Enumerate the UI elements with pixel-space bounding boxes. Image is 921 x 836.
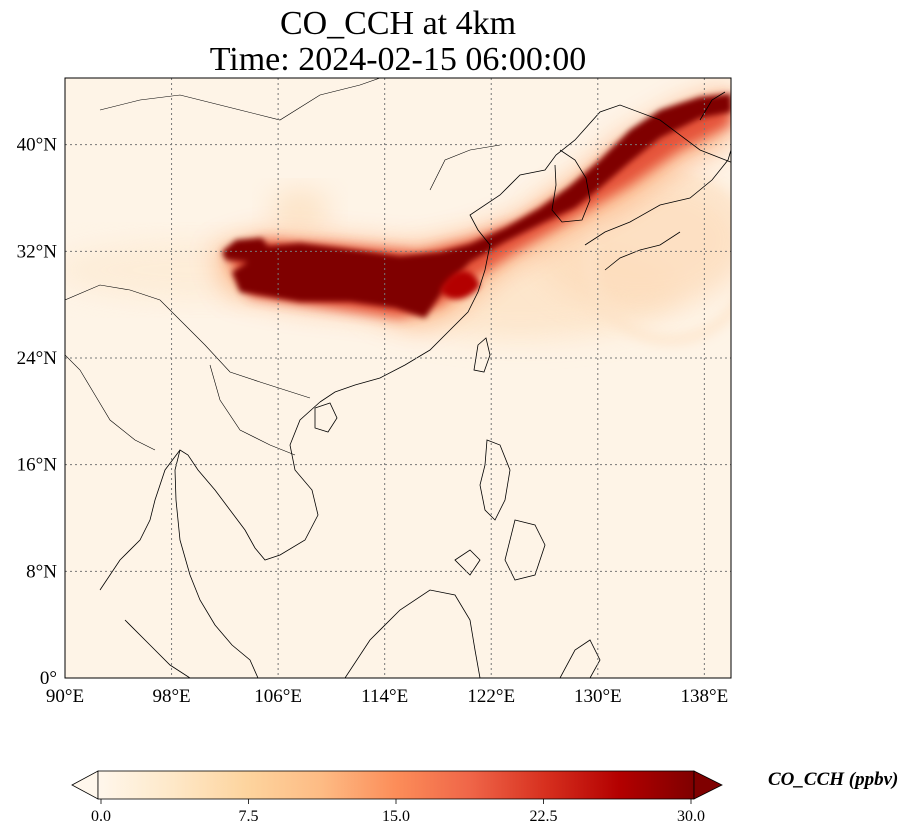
longitude-tick-label: 114°E — [361, 686, 408, 707]
latitude-tick-label: 16°N — [17, 455, 58, 476]
longitude-tick-label: 106°E — [254, 686, 302, 707]
latitude-tick-label: 8°N — [26, 561, 57, 582]
colorbar-tick-label: 0.0 — [91, 808, 111, 825]
concentration-field — [65, 78, 731, 678]
colorbar: 0.0 7.5 15.0 22.5 30.0 — [71, 770, 723, 825]
longitude-tick-label: 98°E — [152, 686, 190, 707]
latitude-tick-label: 24°N — [17, 348, 58, 369]
latitude-labels: 0° 8°N 16°N 24°N 32°N 40°N — [17, 135, 58, 689]
colorbar-tick-label: 22.5 — [530, 808, 558, 825]
coastlines — [65, 78, 731, 678]
colorbar-title: CO_CCH (ppbv) — [768, 769, 899, 790]
latitude-tick-label: 32°N — [17, 241, 58, 262]
longitude-tick-label: 122°E — [467, 686, 515, 707]
colorbar-extend-max — [693, 770, 723, 800]
map-title: CO_CCH at 4km — [279, 5, 517, 42]
gridlines — [65, 78, 731, 678]
longitude-labels: 90°E 98°E 106°E 114°E 122°E 130°E 138°E — [46, 686, 728, 707]
latitude-tick-label: 0° — [40, 668, 57, 689]
colorbar-tick-label: 15.0 — [382, 808, 410, 825]
longitude-tick-label: 138°E — [681, 686, 729, 707]
plume-core — [222, 94, 731, 318]
colorbar-gradient — [97, 770, 695, 800]
colorbar-tick-label: 30.0 — [677, 808, 705, 825]
map-frame — [64, 77, 732, 679]
map-time: Time: 2024-02-15 06:00:00 — [209, 41, 587, 78]
longitude-tick-label: 90°E — [46, 686, 84, 707]
latitude-tick-label: 40°N — [17, 135, 58, 156]
colorbar-extend-min — [71, 770, 99, 800]
longitude-tick-label: 130°E — [574, 686, 622, 707]
colorbar-tick-label: 7.5 — [239, 808, 259, 825]
